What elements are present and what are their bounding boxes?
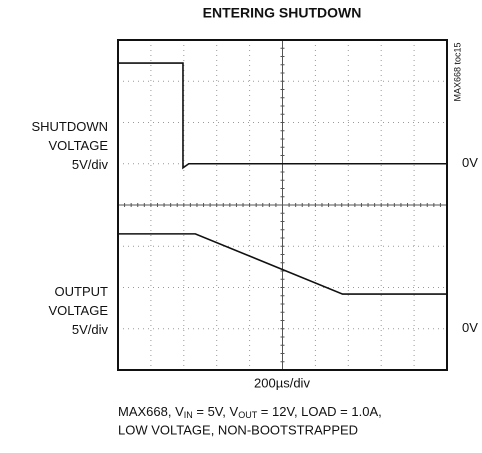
channel-label: 5V/div [72,322,109,337]
x-axis-label: 200µs/div [254,375,310,390]
caption: LOW VOLTAGE, NON-BOOTSTRAPPED [118,422,358,437]
caption-part: = 12V, LOAD = 1.0A, [257,404,382,419]
channel-label: VOLTAGE [49,303,109,318]
caption-part: IN [184,410,193,420]
channel-label: 5V/div [72,157,109,172]
chart-title: ENTERING SHUTDOWN [203,5,362,21]
zero-label: 0V [462,155,478,170]
caption-part: OUT [238,410,258,420]
trace [118,233,447,295]
watermark: MAX668 toc15 [452,42,462,101]
zero-label: 0V [462,320,478,335]
plot-frame [117,39,448,371]
caption-part: MAX668, V [118,404,184,419]
trace [118,62,447,170]
channel-label: SHUTDOWN [31,119,108,134]
channel-label: VOLTAGE [49,138,109,153]
channel-label: OUTPUT [55,284,109,299]
caption: MAX668, VIN = 5V, VOUT = 12V, LOAD = 1.0… [118,404,382,420]
caption-part: = 5V, V [193,404,239,419]
